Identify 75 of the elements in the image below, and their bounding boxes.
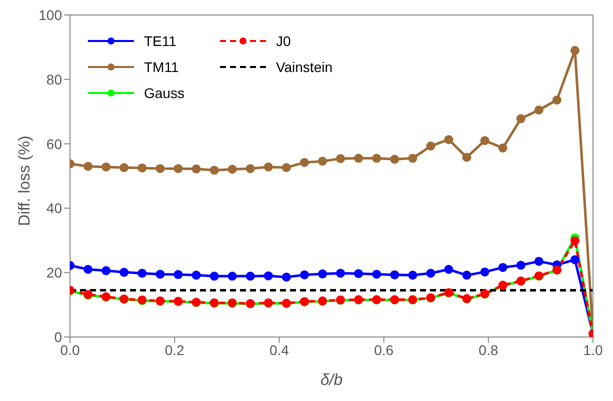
point — [516, 114, 526, 124]
point — [138, 163, 147, 172]
x-tick-label: 0.6 — [374, 342, 394, 358]
point — [228, 164, 237, 174]
y-tick-label: 0 — [54, 328, 62, 345]
point — [444, 135, 454, 144]
x-tick-label: 0.4 — [269, 342, 290, 358]
point — [84, 162, 93, 171]
point — [570, 236, 580, 246]
point — [462, 270, 472, 280]
point — [354, 154, 364, 163]
point — [102, 162, 111, 172]
point — [228, 272, 237, 281]
legend-label: Gauss — [144, 85, 184, 101]
x-tick-label: 0.8 — [478, 342, 498, 358]
point — [372, 154, 382, 163]
point — [318, 269, 328, 278]
point — [426, 268, 436, 278]
point — [84, 264, 93, 274]
point — [552, 96, 562, 105]
point — [408, 154, 418, 163]
point — [390, 270, 400, 280]
point — [102, 266, 111, 276]
point — [534, 256, 544, 266]
point — [354, 269, 364, 278]
x-tick-label: 1.0 — [583, 342, 603, 358]
point — [336, 154, 345, 164]
point — [480, 136, 490, 146]
point — [498, 143, 508, 152]
point — [444, 264, 454, 274]
y-tick-label: 60 — [46, 136, 62, 152]
point — [372, 270, 382, 279]
legend-label: TM11 — [144, 59, 179, 75]
point — [210, 272, 219, 281]
y-tick-label: 80 — [46, 71, 62, 88]
point — [462, 152, 472, 162]
point — [120, 163, 129, 172]
point — [192, 270, 201, 280]
point — [570, 255, 580, 264]
legend-label: J0 — [276, 33, 291, 49]
point — [480, 267, 490, 276]
point — [120, 268, 129, 277]
y-axis-title: Diff. loss (%) — [16, 136, 34, 226]
y-tick-label: 40 — [46, 200, 62, 216]
point — [210, 166, 219, 175]
point — [174, 164, 183, 174]
x-axis-title: δ/b — [320, 372, 343, 389]
point — [516, 260, 526, 270]
point — [390, 154, 400, 164]
point — [282, 272, 291, 282]
point — [534, 105, 544, 114]
point — [138, 268, 147, 278]
point — [246, 272, 255, 281]
point — [336, 268, 345, 278]
point — [282, 163, 291, 172]
point — [300, 158, 309, 167]
y-tick-label: 20 — [46, 264, 62, 281]
legend-label: Vainstein — [276, 59, 333, 75]
point — [246, 164, 255, 174]
point — [174, 270, 183, 280]
point — [156, 164, 165, 174]
x-tick-label: 0.2 — [164, 342, 185, 358]
point — [408, 270, 418, 280]
point — [156, 270, 165, 279]
point — [192, 164, 201, 174]
legend-label: TE11 — [144, 33, 176, 49]
x-tick-label: 0.0 — [60, 342, 80, 358]
point — [264, 271, 273, 280]
point — [264, 162, 273, 172]
point — [570, 46, 580, 55]
y-tick-label: 100 — [38, 6, 62, 23]
point — [426, 142, 436, 151]
point — [300, 270, 309, 280]
point — [318, 156, 328, 166]
point — [498, 262, 508, 272]
